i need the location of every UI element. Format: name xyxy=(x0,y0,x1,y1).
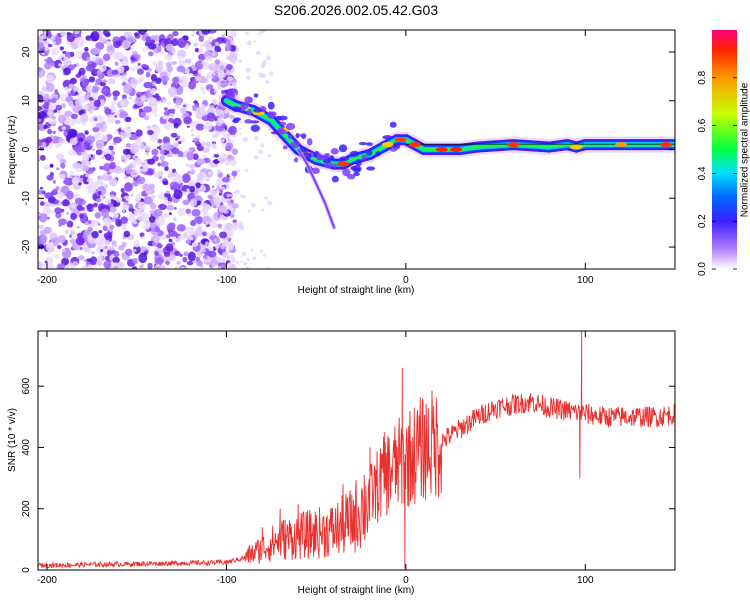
x-tick-label: 100 xyxy=(577,575,594,586)
y-tick-label: 0 xyxy=(21,146,32,152)
spectrogram-y-label: Frequency (Hz) xyxy=(7,116,18,185)
colorbar: 0.0 0.2 0.4 0.6 0.8 Normalized spectral ampl… xyxy=(697,30,750,276)
x-tick-label: -100 xyxy=(216,275,236,286)
y-tick-label: 400 xyxy=(21,439,32,456)
chart-title: S206.2026.002.05.42.G03 xyxy=(274,2,438,18)
snr-y-label: SNR (10 * v/v) xyxy=(7,408,18,472)
y-tick-label: -10 xyxy=(21,191,32,206)
colorbar-tick-label: 0.8 xyxy=(697,70,708,84)
y-tick-label: 200 xyxy=(21,500,32,517)
y-tick-label: -20 xyxy=(21,239,32,254)
snr-x-label: Height of straight line (km) xyxy=(298,585,415,596)
x-tick-label: -200 xyxy=(37,575,57,586)
spectrogram-x-label: Height of straight line (km) xyxy=(298,285,415,296)
snr-frame xyxy=(37,330,676,571)
x-tick-label: -100 xyxy=(216,575,236,586)
spectrogram-ridge xyxy=(218,88,675,230)
snr-y-ticks: 0 200 400 600 xyxy=(21,377,675,573)
spectrogram-x-ticks: -200 -100 0 100 xyxy=(37,30,594,286)
colorbar-tick-label: 0.2 xyxy=(697,214,708,228)
x-tick-label: 100 xyxy=(577,275,594,286)
colorbar-tick-label: 0.0 xyxy=(697,262,708,276)
spectrogram-noise xyxy=(38,30,274,269)
spectrogram-y-ticks: -20 -10 0 10 20 xyxy=(21,46,675,254)
y-tick-label: 0 xyxy=(21,567,32,573)
y-tick-label: 10 xyxy=(21,95,32,107)
y-tick-label: 20 xyxy=(21,46,32,58)
colorbar-ticks: 0.0 0.2 0.4 0.6 0.8 xyxy=(697,70,737,276)
x-tick-label: 0 xyxy=(403,275,409,286)
snr-series-line xyxy=(38,331,675,569)
snr-panel: -200 -100 0 100 0 200 400 600 Height of straig… xyxy=(7,330,676,596)
snr-x-ticks: -200 -100 0 100 xyxy=(37,331,594,586)
y-tick-label: 600 xyxy=(21,377,32,394)
x-tick-label: -200 xyxy=(37,275,57,286)
x-tick-label: 0 xyxy=(403,575,409,586)
colorbar-gradient xyxy=(712,30,737,269)
colorbar-tick-label: 0.4 xyxy=(697,166,708,180)
colorbar-tick-label: 0.6 xyxy=(697,118,708,132)
colorbar-label: Normalized spectral amplitude xyxy=(740,82,750,217)
